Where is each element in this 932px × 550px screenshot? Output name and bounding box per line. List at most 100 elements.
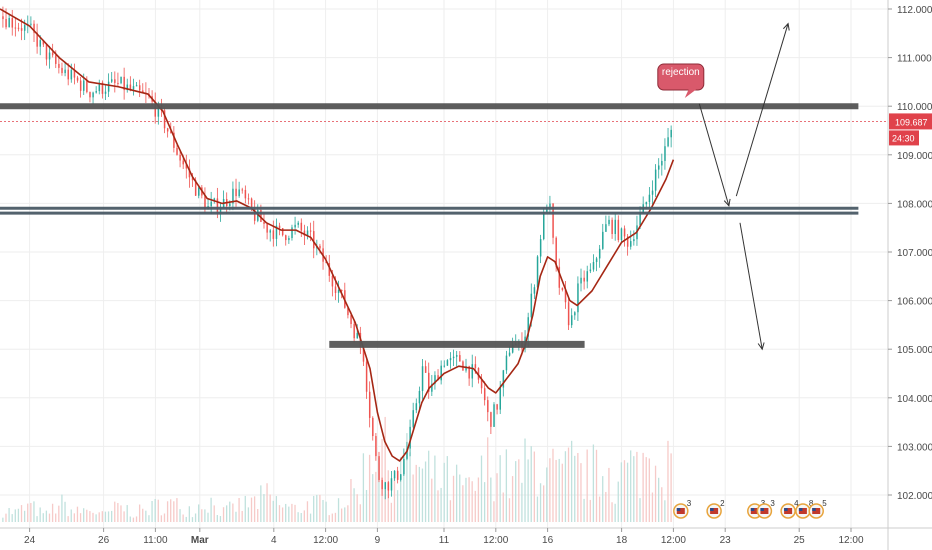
volume-bar bbox=[263, 494, 265, 522]
volume-bars bbox=[2, 416, 672, 522]
candle-body bbox=[409, 426, 411, 449]
event-count: 5 bbox=[822, 499, 827, 508]
volume-bar bbox=[23, 510, 26, 522]
volume-bar bbox=[36, 516, 38, 522]
time-tick-label: 4 bbox=[271, 535, 277, 546]
time-axis[interactable]: 24 26 11:00 Mar 4 12:00 9 11 12:00 16 18 12:00 23 25 1… bbox=[0, 527, 932, 546]
volume-bar bbox=[493, 501, 495, 522]
candle-body bbox=[499, 387, 501, 410]
volume-bar bbox=[428, 450, 430, 522]
candle-body bbox=[483, 388, 486, 401]
time-tick-label: 25 bbox=[794, 535, 806, 546]
volume-bar bbox=[483, 482, 486, 522]
candle-body bbox=[611, 219, 613, 235]
candle-body bbox=[253, 209, 256, 221]
candle-body bbox=[645, 202, 648, 205]
volume-bar bbox=[247, 507, 250, 522]
volume-bar bbox=[213, 505, 215, 522]
time-tick-label: 11:00 bbox=[143, 535, 168, 546]
candle-body bbox=[132, 86, 135, 90]
candle-body bbox=[608, 219, 610, 225]
volume-bar bbox=[253, 496, 256, 522]
candle-body bbox=[362, 347, 365, 362]
economic-event-markers[interactable]: 3233485 bbox=[673, 499, 827, 519]
volume-bar bbox=[303, 510, 305, 522]
volume-bar bbox=[64, 501, 66, 522]
volume-bar bbox=[555, 459, 557, 522]
volume-bar bbox=[309, 513, 312, 522]
candle-body bbox=[570, 315, 573, 326]
volume-bar bbox=[611, 502, 613, 522]
volume-bar bbox=[393, 477, 396, 522]
volume-bar bbox=[344, 507, 346, 522]
volume-bar bbox=[524, 438, 526, 522]
rejection-callout[interactable]: rejection bbox=[657, 63, 705, 99]
time-tick-label: Mar bbox=[191, 535, 209, 546]
price-tick-label: 107.000 bbox=[897, 248, 932, 259]
candle-body bbox=[241, 189, 244, 191]
volume-bar bbox=[154, 499, 156, 522]
volume-bar bbox=[337, 498, 340, 522]
volume-bar bbox=[288, 506, 290, 522]
candle-body bbox=[577, 283, 579, 313]
volume-bar bbox=[250, 497, 253, 522]
flag-stripe bbox=[750, 508, 759, 514]
volume-bar bbox=[39, 507, 41, 522]
candle-body bbox=[285, 235, 287, 241]
volume-bar bbox=[145, 510, 147, 522]
volume-bar bbox=[499, 455, 501, 522]
candle-body bbox=[210, 201, 212, 207]
volume-bar bbox=[564, 451, 567, 522]
candle-body bbox=[428, 372, 430, 392]
candle-body bbox=[365, 361, 368, 392]
volume-bar bbox=[300, 513, 302, 522]
volume-bar bbox=[605, 491, 607, 522]
flag-stripe bbox=[784, 508, 793, 514]
volume-bar bbox=[104, 511, 107, 522]
volume-bar bbox=[331, 513, 333, 522]
candle-body bbox=[309, 230, 312, 232]
volume-bar bbox=[294, 504, 296, 522]
candle-body bbox=[443, 365, 446, 367]
volume-bar bbox=[645, 457, 647, 522]
volume-bar bbox=[515, 461, 517, 522]
candle-body bbox=[8, 18, 10, 28]
volume-bar bbox=[446, 456, 448, 522]
volume-bar bbox=[418, 466, 420, 522]
volume-bar bbox=[412, 474, 414, 522]
candle-body bbox=[415, 403, 418, 411]
candle-body bbox=[350, 315, 352, 325]
projection-arrow-shaft bbox=[735, 23, 789, 197]
volume-bar bbox=[396, 490, 399, 522]
volume-bar bbox=[602, 476, 604, 522]
volume-bar bbox=[449, 500, 452, 522]
candle-body bbox=[11, 18, 14, 28]
price-axis[interactable]: 102.000 103.000 104.000 105.000 106.000 107.0… bbox=[887, 0, 932, 550]
candle-body bbox=[471, 364, 474, 379]
candle-body bbox=[639, 213, 641, 226]
candle-body bbox=[564, 290, 567, 303]
moving-average-line bbox=[0, 8, 675, 462]
price-tick-label: 112.000 bbox=[897, 5, 932, 16]
volume-bar bbox=[95, 514, 97, 522]
candle-body bbox=[198, 187, 200, 196]
horizontal-levels[interactable] bbox=[0, 103, 888, 348]
volume-bar bbox=[459, 474, 461, 522]
candle-body bbox=[620, 228, 623, 241]
time-tick-label: 9 bbox=[375, 535, 381, 546]
volume-bar bbox=[502, 492, 504, 522]
candle-body bbox=[306, 230, 309, 236]
volume-bar bbox=[42, 513, 44, 522]
volume-bar bbox=[198, 504, 200, 522]
candle-body bbox=[390, 478, 393, 491]
candle-body bbox=[45, 44, 48, 60]
volume-bar bbox=[51, 503, 54, 522]
candle-body bbox=[123, 76, 125, 91]
volume-bar bbox=[179, 509, 181, 522]
candle-body bbox=[14, 27, 17, 29]
projection-arrows[interactable] bbox=[698, 22, 790, 351]
callout-box bbox=[657, 63, 705, 91]
candle-body bbox=[421, 366, 424, 391]
candle-body bbox=[331, 275, 334, 287]
